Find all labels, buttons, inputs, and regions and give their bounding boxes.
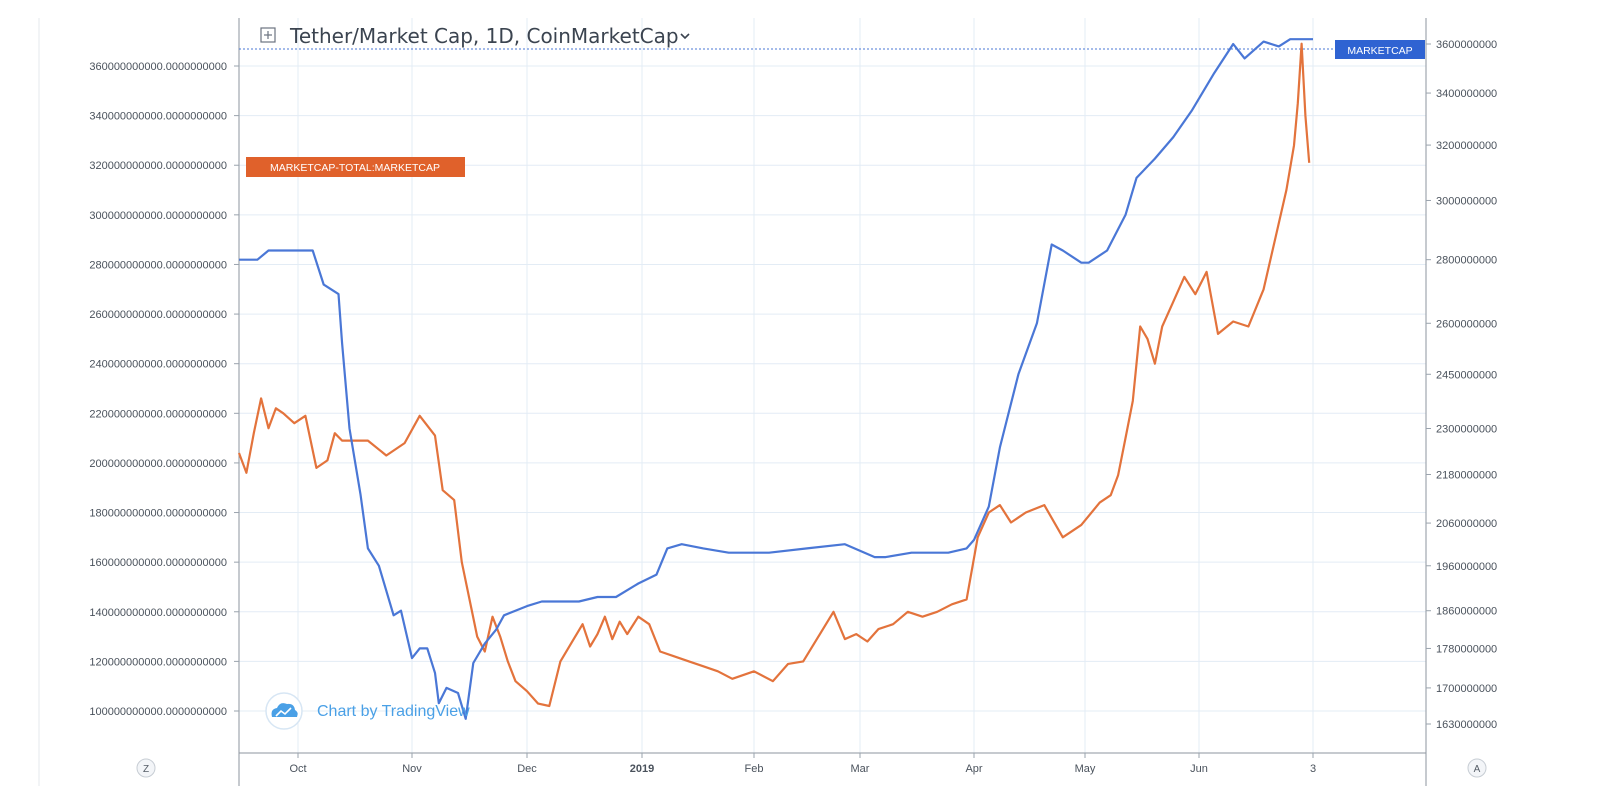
right-tick-label: 1780000000 (1436, 643, 1497, 655)
right-tick-label: 2060000000 (1436, 518, 1497, 530)
x-tick-label: Apr (965, 763, 982, 775)
auto-scale-toggle[interactable]: A (1467, 758, 1487, 778)
left-tick-label: 320000000000.0000000000 (89, 160, 227, 172)
right-tick-label: 2450000000 (1436, 369, 1497, 381)
marketcap-tag: MARKETCAP (1335, 40, 1425, 59)
left-tick-label: 120000000000.0000000000 (89, 656, 227, 668)
left-tick-label: 160000000000.0000000000 (89, 557, 227, 569)
left-axis-ticks: 100000000000.0000000000 120000000000.0000… (89, 61, 239, 718)
chart-title[interactable]: Tether/Market Cap, 1D, CoinMarketCap (289, 24, 679, 48)
left-tick-label: 300000000000.0000000000 (89, 210, 227, 222)
x-tick-label: Nov (402, 763, 422, 775)
right-tick-label: 1960000000 (1436, 561, 1497, 573)
left-tick-label: 140000000000.0000000000 (89, 607, 227, 619)
right-tick-label: 2300000000 (1436, 423, 1497, 435)
x-axis-ticks: Oct Nov Dec 2019 Feb Mar Apr May Jun 3 (289, 753, 1316, 775)
left-tick-label: 200000000000.0000000000 (89, 458, 227, 470)
x-tick-label: Dec (517, 763, 537, 775)
right-tick-label: 3000000000 (1436, 195, 1497, 207)
right-tick-label: 1860000000 (1436, 606, 1497, 618)
series-line-marketcap-total (237, 42, 1311, 708)
x-tick-label: May (1075, 763, 1096, 775)
left-tick-label: 240000000000.0000000000 (89, 359, 227, 371)
right-tick-label: 3600000000 (1436, 39, 1497, 51)
x-tick-label: Mar (851, 763, 870, 775)
right-tick-label: 3200000000 (1436, 140, 1497, 152)
tradingview-cloud-icon (271, 703, 298, 717)
marketcap-total-tag: MARKETCAP-TOTAL:MARKETCAP (246, 157, 465, 177)
series-line-marketcap (239, 38, 1313, 720)
marketcap-total-tag-label: MARKETCAP-TOTAL:MARKETCAP (270, 162, 440, 174)
right-axis-ticks: 1630000000 1700000000 1780000000 1860000000… (1426, 39, 1497, 731)
chevron-down-icon[interactable] (680, 33, 690, 40)
right-tick-label: 1700000000 (1436, 683, 1497, 695)
right-tick-label: 2800000000 (1436, 255, 1497, 267)
x-tick-label: 3 (1310, 763, 1316, 775)
x-tick-label: Oct (289, 763, 306, 775)
grid (239, 18, 1426, 753)
right-tick-label: 3400000000 (1436, 88, 1497, 100)
left-tick-label: 260000000000.0000000000 (89, 309, 227, 321)
watermark-text: Chart by TradingView (317, 703, 470, 720)
plus-square-icon[interactable] (260, 27, 276, 43)
left-tick-label: 280000000000.0000000000 (89, 259, 227, 271)
x-tick-label: Feb (745, 763, 764, 775)
x-tick-label: Jun (1190, 763, 1208, 775)
left-tick-label: 180000000000.0000000000 (89, 508, 227, 520)
left-tick-label: 360000000000.0000000000 (89, 61, 227, 73)
left-tick-label: 220000000000.0000000000 (89, 408, 227, 420)
log-scale-toggle[interactable]: Z (136, 758, 156, 778)
x-tick-label: 2019 (630, 763, 654, 775)
tradingview-watermark[interactable]: Chart by TradingView (265, 692, 470, 730)
right-footer-button-label: A (1474, 764, 1481, 775)
right-tick-label: 2180000000 (1436, 469, 1497, 481)
left-footer-button-label: Z (143, 764, 149, 775)
left-tick-label: 340000000000.0000000000 (89, 111, 227, 123)
left-tick-label: 100000000000.0000000000 (89, 706, 227, 718)
chart-header[interactable]: Tether/Market Cap, 1D, CoinMarketCap (260, 24, 690, 48)
marketcap-tag-label: MARKETCAP (1347, 45, 1412, 57)
right-tick-label: 2600000000 (1436, 318, 1497, 330)
right-tick-label: 1630000000 (1436, 719, 1497, 731)
